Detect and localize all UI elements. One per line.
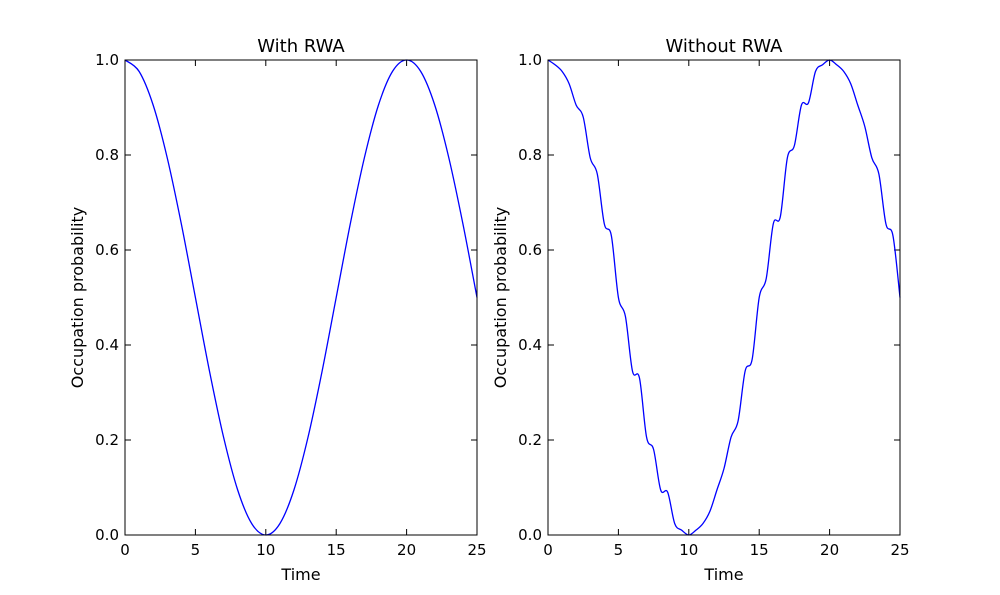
y-tick-label: 0.8 [518, 146, 542, 164]
y-tick-label: 0.2 [95, 431, 119, 449]
y-tick-label: 0.6 [518, 241, 542, 259]
panel-without-rwa: Without RWA Time Occupation probability … [491, 36, 910, 584]
x-tick-label: 10 [256, 541, 275, 559]
x-tick-label: 25 [467, 541, 486, 559]
panel-title: With RWA [257, 36, 345, 57]
series-line [547, 59, 901, 536]
x-tick-label: 15 [750, 541, 769, 559]
y-tick-label: 0.6 [95, 241, 119, 259]
x-tick-label: 5 [614, 541, 624, 559]
x-tick-label: 5 [191, 541, 201, 559]
y-tick-label: 1.0 [95, 51, 119, 69]
axes-frame [124, 59, 478, 536]
x-tick-label: 20 [820, 541, 839, 559]
x-tick-label: 0 [543, 541, 553, 559]
x-axis-label: Time [280, 565, 320, 584]
x-tick-label: 10 [679, 541, 698, 559]
x-tick-label: 0 [120, 541, 130, 559]
y-tick-label: 0.0 [95, 526, 119, 544]
panel-title: Without RWA [666, 36, 784, 57]
y-tick-label: 0.8 [95, 146, 119, 164]
y-axis-label: Occupation probability [491, 207, 510, 388]
ticks-group: 0 5 10 15 20 25 0.0 0.2 0.4 0.6 0.8 1.0 [518, 51, 909, 559]
x-tick-label: 25 [890, 541, 909, 559]
y-tick-label: 0.0 [518, 526, 542, 544]
x-tick-label: 15 [327, 541, 346, 559]
series-line [124, 59, 478, 536]
panel-with-rwa: With RWA Time Occupation probability 0 5 1… [68, 36, 487, 584]
y-tick-label: 0.4 [95, 336, 119, 354]
plot-area [547, 59, 901, 536]
y-tick-label: 0.2 [518, 431, 542, 449]
axes-frame [547, 59, 901, 536]
ticks-group: 0 5 10 15 20 25 0.0 0.2 0.4 0.6 0.8 1.0 [95, 51, 486, 559]
x-axis-label: Time [703, 565, 743, 584]
y-axis-label: Occupation probability [68, 207, 87, 388]
plot-area [124, 59, 478, 536]
y-tick-label: 0.4 [518, 336, 542, 354]
x-tick-label: 20 [397, 541, 416, 559]
y-tick-label: 1.0 [518, 51, 542, 69]
